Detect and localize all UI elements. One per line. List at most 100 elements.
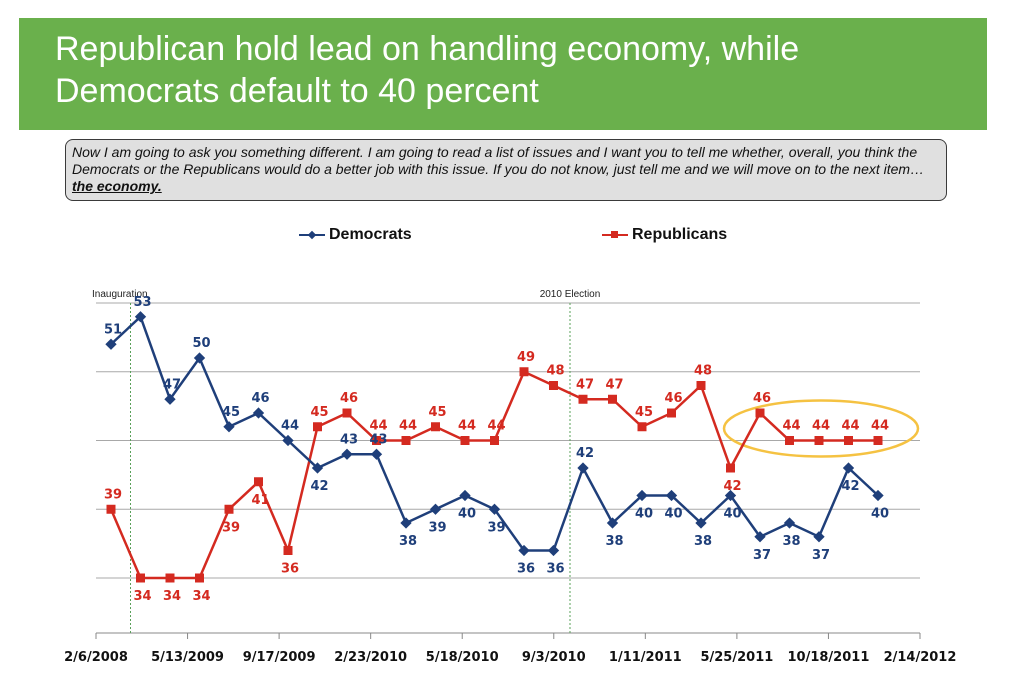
legend-republicans: Republicans xyxy=(602,226,727,244)
republicans-data-label: 34 xyxy=(192,589,210,604)
survey-question-box: Now I am going to ask you something diff… xyxy=(65,139,947,201)
democrats-data-label: 53 xyxy=(133,295,151,310)
event-label: 2010 Election xyxy=(540,289,601,300)
republicans-data-label: 46 xyxy=(664,391,682,406)
democrats-point xyxy=(842,462,855,474)
question-emphasis: the economy. xyxy=(72,178,162,194)
republicans-point xyxy=(313,422,322,432)
republicans-point xyxy=(755,408,765,418)
democrats-data-label: 47 xyxy=(163,377,181,392)
x-tick-label: 9/17/2009 xyxy=(243,650,316,665)
republicans-point xyxy=(814,436,824,445)
title-line-1: Republican hold lead on handling economy… xyxy=(55,30,800,68)
republicans-data-label: 45 xyxy=(635,405,653,420)
republicans-point xyxy=(490,436,499,445)
democrats-data-label: 40 xyxy=(458,507,476,522)
republicans-point xyxy=(696,381,706,390)
democrats-data-label: 37 xyxy=(753,548,771,563)
democrats-point xyxy=(370,448,383,460)
republicans-data-label: 46 xyxy=(340,391,358,406)
republicans-point xyxy=(401,436,411,445)
democrats-data-label: 38 xyxy=(694,534,712,549)
x-tick-label: 10/18/2011 xyxy=(788,650,870,665)
democrats-data-label: 44 xyxy=(281,419,299,434)
republicans-data-label: 47 xyxy=(576,377,594,392)
republicans-point xyxy=(372,436,381,445)
republicans-data-label: 42 xyxy=(723,479,741,494)
republicans-data-label: 41 xyxy=(251,493,269,508)
legend-democrats-label: Democrats xyxy=(329,226,412,243)
republicans-data-label: 39 xyxy=(104,487,122,502)
democrats-point xyxy=(724,489,737,502)
democrats-point xyxy=(400,517,412,529)
event-label: Inauguration xyxy=(92,289,148,300)
democrats-point xyxy=(193,352,206,364)
democrats-point xyxy=(429,503,442,515)
republicans-data-label: 34 xyxy=(133,589,151,604)
republicans-point xyxy=(283,546,293,555)
democrats-point xyxy=(636,489,648,502)
republicans-data-label: 36 xyxy=(281,562,299,577)
democrats-data-label: 36 xyxy=(517,562,535,577)
x-tick-label: 2/6/2008 xyxy=(64,650,128,665)
republicans-point xyxy=(254,477,263,487)
democrats-data-label: 50 xyxy=(192,336,210,351)
question-text: Now I am going to ask you something diff… xyxy=(72,144,925,177)
democrats-data-label: 51 xyxy=(104,322,122,337)
republicans-point xyxy=(608,394,617,404)
legend-democrats: Democrats xyxy=(299,226,412,244)
democrats-point xyxy=(223,421,235,433)
republicans-point xyxy=(431,422,440,432)
democrats-point xyxy=(872,489,884,502)
x-tick-label: 9/3/2010 xyxy=(522,650,586,665)
republicans-point xyxy=(460,436,470,445)
democrats-point xyxy=(518,544,530,557)
democrats-point xyxy=(488,503,501,515)
republicans-point xyxy=(667,408,676,418)
republicans-point xyxy=(224,504,234,514)
legend-republicans-swatch xyxy=(602,230,628,240)
democrats-data-label: 43 xyxy=(340,432,358,447)
republicans-data-label: 44 xyxy=(812,419,830,434)
democrats-series: 51 53 47 50 45 46 44 42 43 43 38 39 40 39 36 36 42 38 40 40… xyxy=(104,295,889,577)
title-banner: Republican hold lead on handling economy… xyxy=(19,18,987,130)
democrats-point xyxy=(695,517,707,529)
democrats-point xyxy=(282,434,294,447)
democrats-point xyxy=(813,531,825,543)
republicans-data-label: 44 xyxy=(487,419,505,434)
republicans-data-label: 45 xyxy=(428,405,446,420)
x-tick-label: 5/25/2011 xyxy=(700,650,773,665)
republicans-point xyxy=(549,381,558,390)
democrats-point xyxy=(134,311,147,323)
title-line-2: Democrats default to 40 percent xyxy=(55,72,539,110)
republicans-data-label: 44 xyxy=(458,419,476,434)
democrats-data-label: 42 xyxy=(841,479,859,494)
democrats-point xyxy=(311,462,324,474)
republicans-data-label: 44 xyxy=(399,419,417,434)
democrats-point xyxy=(341,448,353,460)
democrats-point xyxy=(665,489,678,502)
x-tick-label: 5/18/2010 xyxy=(426,650,499,665)
democrats-data-label: 36 xyxy=(546,562,564,577)
democrats-data-label: 45 xyxy=(222,405,240,420)
democrats-data-label: 39 xyxy=(487,520,505,535)
democrats-point xyxy=(754,531,766,543)
republicans-point xyxy=(873,436,883,445)
democrats-data-label: 40 xyxy=(871,507,889,522)
republicans-point xyxy=(785,436,794,445)
republicans-data-label: 49 xyxy=(517,350,535,365)
republicans-point xyxy=(165,573,175,583)
republicans-point xyxy=(519,367,529,377)
highlight-ellipse xyxy=(722,399,920,458)
republicans-point xyxy=(106,504,116,514)
republicans-data-label: 46 xyxy=(753,391,771,406)
x-tick-label: 2/14/2012 xyxy=(884,650,957,665)
republicans-data-label: 47 xyxy=(605,377,623,392)
democrats-data-label: 38 xyxy=(399,534,417,549)
democrats-data-label: 42 xyxy=(310,479,328,494)
republicans-point xyxy=(844,436,853,445)
democrats-data-label: 40 xyxy=(723,507,741,522)
republicans-point xyxy=(342,408,352,418)
republicans-series: 39 34 34 34 39 41 36 45 46 44 44 45 44 44 49 48 47 47 45 46… xyxy=(104,350,889,604)
democrats-point xyxy=(783,517,796,529)
